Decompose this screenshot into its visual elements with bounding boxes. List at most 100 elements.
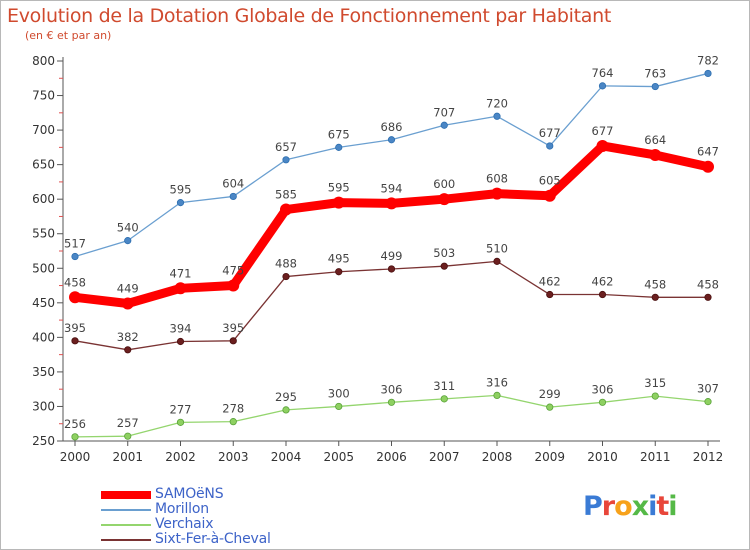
y-tick-label: 700 — [32, 123, 55, 137]
data-label-verchaix: 316 — [486, 375, 508, 389]
legend-label-morillon: Morillon — [155, 501, 209, 517]
data-point-morillon — [387, 136, 396, 144]
data-label-samo-ns: 605 — [539, 174, 561, 188]
data-point-morillon — [598, 82, 607, 90]
data-point-samo-ns — [649, 148, 662, 161]
data-label-verchaix: 315 — [644, 376, 666, 390]
data-label-morillon: 686 — [381, 120, 403, 134]
x-tick-label: 2004 — [271, 450, 302, 464]
data-point-verchaix — [335, 402, 343, 411]
proxiti-logo: Proxiti — [583, 491, 678, 522]
data-label-morillon: 657 — [275, 140, 297, 154]
data-label-sixt-fer-cheval: 382 — [117, 330, 139, 344]
data-label-verchaix: 299 — [539, 387, 561, 401]
data-label-verchaix: 295 — [275, 390, 297, 404]
data-point-morillon — [71, 252, 79, 261]
y-tick-label: 500 — [32, 261, 55, 275]
data-point-samo-ns — [121, 297, 134, 310]
legend-item-sixt: Sixt-Fer-à-Cheval — [101, 531, 361, 547]
y-tick-label: 400 — [32, 330, 55, 344]
data-label-samo-ns: 458 — [64, 275, 86, 289]
y-tick-label: 800 — [32, 54, 55, 68]
data-point-morillon — [124, 237, 132, 245]
data-point-samo-ns — [280, 203, 292, 216]
y-tick-label: 450 — [32, 296, 55, 310]
data-point-morillon — [546, 142, 554, 150]
x-tick-label: 2001 — [112, 450, 143, 464]
data-point-morillon — [229, 192, 237, 201]
data-point-verchaix — [282, 406, 290, 414]
legend-item-verchaix: Verchaix — [101, 516, 361, 532]
y-tick-label: 650 — [32, 158, 55, 172]
data-point-samo-ns — [332, 196, 345, 209]
data-label-sixt-fer-cheval: 488 — [275, 257, 297, 271]
x-tick-label: 2010 — [587, 450, 618, 464]
logo-letter: i — [648, 491, 657, 522]
data-label-verchaix: 306 — [381, 382, 403, 396]
x-tick-label: 2002 — [165, 450, 196, 464]
data-label-samo-ns: 449 — [117, 282, 139, 296]
data-point-samo-ns — [543, 189, 556, 202]
legend-item-morillon: Morillon — [101, 501, 361, 517]
data-point-samo-ns — [596, 139, 609, 152]
y-tick-label: 350 — [32, 365, 55, 379]
data-label-samo-ns: 595 — [328, 181, 350, 195]
data-point-samo-ns — [438, 193, 451, 206]
data-label-samo-ns: 664 — [644, 133, 666, 147]
data-point-sixt-fer-cheval — [176, 337, 185, 346]
data-point-verchaix — [124, 432, 132, 440]
data-point-sixt-fer-cheval — [282, 272, 290, 281]
data-label-sixt-fer-cheval: 499 — [381, 249, 403, 263]
data-label-sixt-fer-cheval: 395 — [64, 321, 86, 335]
logo-letter: t — [656, 491, 669, 522]
data-label-verchaix: 256 — [64, 417, 86, 431]
legend-swatch-sixt — [101, 539, 151, 541]
data-point-verchaix — [704, 398, 712, 406]
data-label-morillon: 720 — [486, 96, 508, 110]
data-label-samo-ns: 475 — [222, 264, 244, 278]
axes: 250 300 350 400 450 500 550 600 650 700 750 800 2000… — [32, 54, 723, 464]
data-label-morillon: 517 — [64, 237, 86, 251]
data-label-samo-ns: 471 — [170, 266, 192, 280]
data-point-verchaix — [493, 391, 501, 399]
legend: SAMOëNS Morillon Verchaix Sixt-Fer-à-Che… — [101, 486, 361, 547]
data-point-sixt-fer-cheval — [229, 337, 237, 345]
data-label-verchaix: 277 — [170, 402, 192, 416]
data-label-verchaix: 300 — [328, 386, 350, 400]
data-point-morillon — [704, 69, 712, 78]
data-point-morillon — [651, 82, 659, 91]
series-layer — [69, 69, 714, 441]
y-tick-label: 750 — [32, 89, 55, 103]
data-point-verchaix — [651, 392, 659, 400]
logo-letter: i — [668, 491, 677, 522]
data-label-samo-ns: 608 — [486, 172, 508, 186]
data-label-morillon: 604 — [222, 176, 244, 190]
chart-title: Evolution de la Dotation Globale de Fonc… — [7, 5, 612, 27]
data-label-sixt-fer-cheval: 462 — [539, 275, 561, 289]
data-point-sixt-fer-cheval — [335, 268, 343, 276]
x-tick-label: 2008 — [482, 450, 513, 464]
data-point-samo-ns — [491, 187, 503, 200]
data-labels: 517 540 595 604 657 675 686 707 720 677 764 763 782 3… — [64, 53, 719, 430]
data-label-verchaix: 278 — [222, 402, 244, 416]
data-label-samo-ns: 647 — [697, 145, 719, 159]
logo-letter: x — [631, 491, 649, 522]
data-point-verchaix — [440, 395, 448, 403]
data-label-morillon: 677 — [539, 126, 561, 140]
data-point-sixt-fer-cheval — [651, 293, 659, 301]
y-tick-label: 300 — [32, 399, 55, 413]
x-tick-label: 2006 — [376, 450, 407, 464]
x-tick-label: 2000 — [60, 450, 91, 464]
legend-label-sixt: Sixt-Fer-à-Cheval — [155, 531, 271, 547]
data-label-morillon: 540 — [117, 221, 139, 235]
data-point-verchaix — [176, 418, 185, 426]
logo-letter: o — [614, 491, 633, 522]
data-point-samo-ns — [385, 197, 398, 210]
x-tick-label: 2009 — [534, 450, 565, 464]
data-point-sixt-fer-cheval — [387, 265, 396, 273]
data-point-morillon — [282, 156, 290, 164]
data-label-verchaix: 311 — [433, 379, 455, 393]
data-label-morillon: 763 — [644, 67, 666, 81]
data-label-sixt-fer-cheval: 510 — [486, 241, 508, 255]
data-label-morillon: 782 — [697, 53, 719, 67]
